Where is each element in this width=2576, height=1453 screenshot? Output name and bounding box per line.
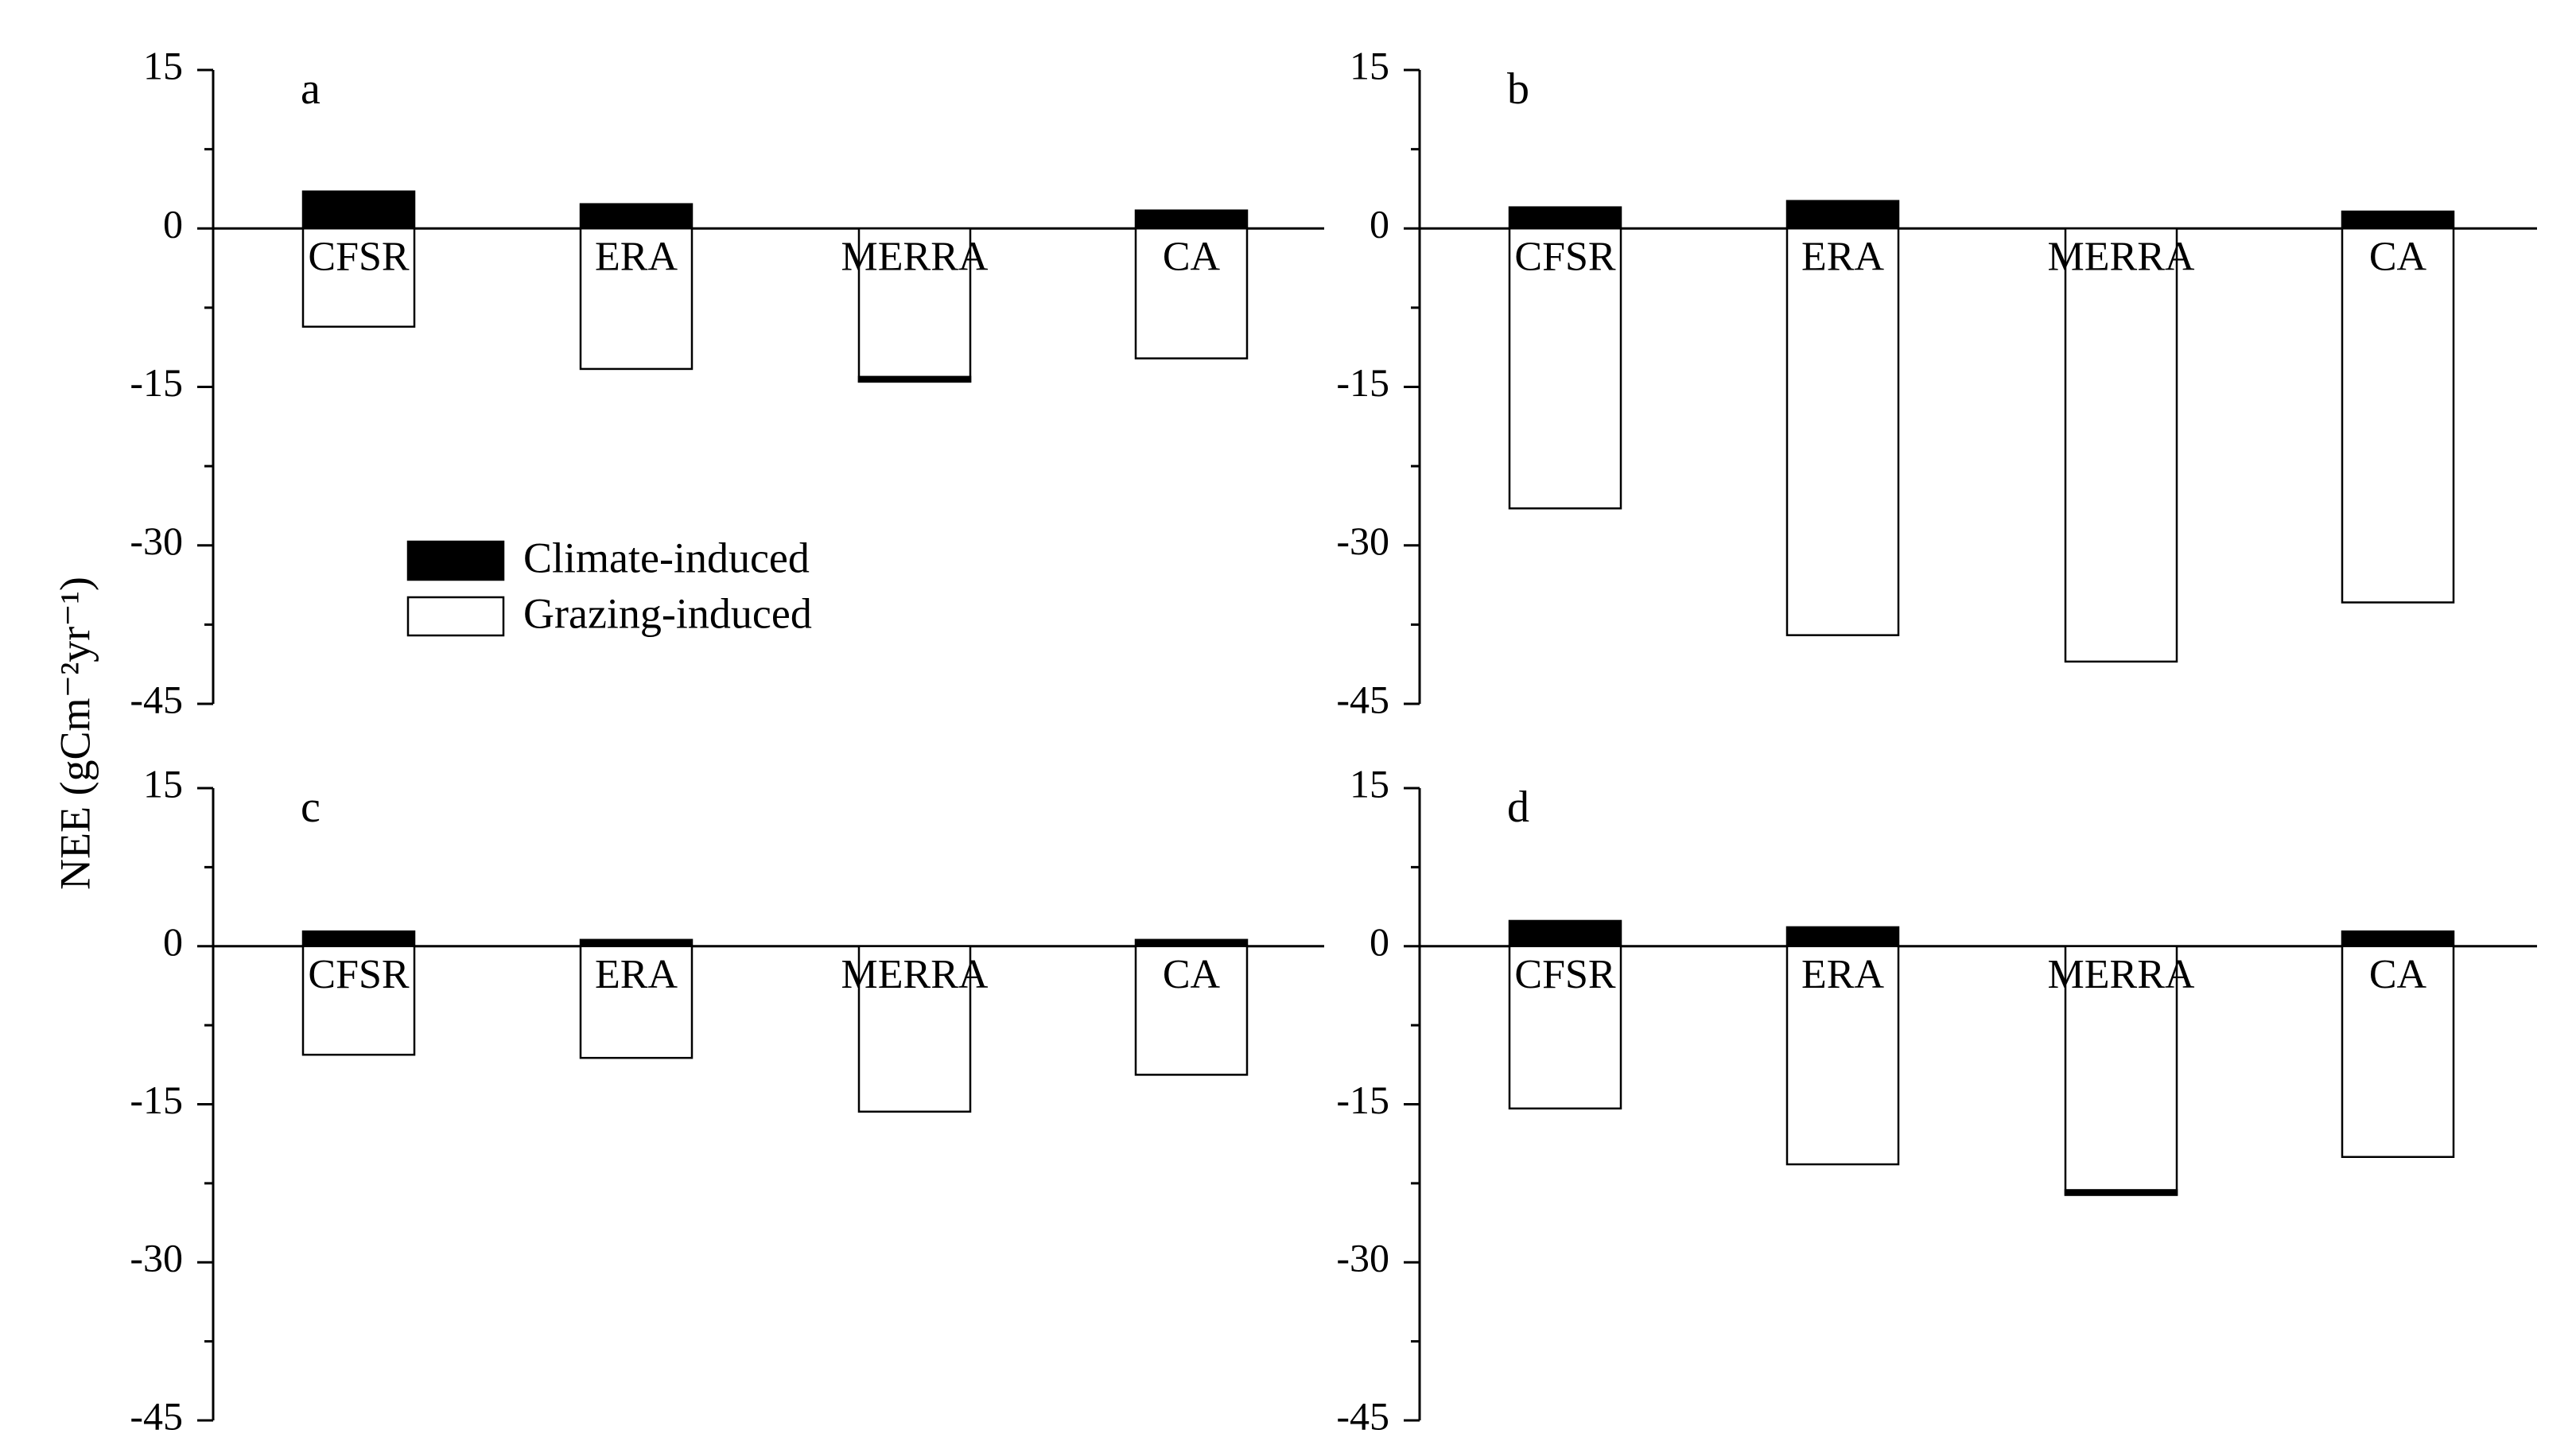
bar-grazing-induced — [579, 227, 694, 371]
bar-grazing-induced — [1508, 227, 1622, 510]
category-label: ERA — [1801, 234, 1884, 279]
bar-climate-induced — [2064, 1189, 2178, 1196]
category-label: CFSR — [308, 234, 410, 279]
y-tick-label: -45 — [130, 1393, 183, 1438]
bar-climate-outline — [857, 227, 972, 383]
bar-climate-induced — [1134, 209, 1249, 230]
y-tick-label: -45 — [1336, 677, 1389, 721]
y-tick-label: -15 — [1336, 360, 1389, 405]
bar-grazing-induced — [1508, 945, 1622, 1110]
y-tick-label: -30 — [1336, 519, 1389, 563]
panel-b: 15 0 -15 -30 -45 b CFSR ERA MERRA CA — [1336, 43, 2537, 721]
bar-grazing-induced — [1134, 227, 1249, 359]
category-label: MERRA — [841, 952, 989, 997]
category-label: MERRA — [841, 234, 989, 279]
legend: Climate-induced Grazing-induced — [406, 534, 812, 637]
panel-letter: b — [1507, 64, 1529, 114]
y-tick-label: 0 — [1370, 202, 1389, 247]
y-tick-label: -15 — [1336, 1078, 1389, 1122]
category-label: MERRA — [2048, 234, 2195, 279]
legend-swatch — [406, 596, 505, 637]
bar-grazing-induced — [2341, 227, 2455, 604]
panel-c: 15 0 -15 -30 -45 c CFSR ERA MERRA CA — [130, 761, 1324, 1438]
category-label: CA — [1163, 952, 1221, 997]
bar-grazing-induced — [579, 945, 694, 1059]
category-label: CFSR — [1514, 234, 1616, 279]
y-tick-label: -15 — [130, 360, 183, 405]
y-tick-label: 0 — [1370, 919, 1389, 964]
bar-climate-induced — [301, 190, 416, 230]
bar-climate-induced — [1508, 919, 1622, 947]
y-tick-label: -45 — [1336, 1393, 1389, 1438]
category-label: CA — [2369, 234, 2427, 279]
y-tick-label: 15 — [143, 43, 183, 87]
category-label: CFSR — [308, 952, 410, 997]
bar-grazing-induced — [2341, 945, 2455, 1158]
category-label: ERA — [595, 952, 678, 997]
y-tick-label: 0 — [163, 919, 183, 964]
bar-grazing-induced — [301, 945, 416, 1056]
panel-letter: a — [301, 64, 321, 114]
y-axis-label: NEE (gCm⁻²yr⁻¹) — [51, 577, 99, 890]
y-tick-label: 0 — [163, 202, 183, 247]
bar-climate-induced — [857, 375, 972, 383]
y-tick-label: -45 — [130, 677, 183, 721]
panel-a: 15 0 -15 -30 -45 a CFSR ERA MERRA CA — [130, 43, 1324, 721]
bar-grazing-induced — [1785, 945, 1900, 1166]
bar-climate-induced — [1508, 206, 1622, 230]
panel-d: 15 0 -15 -30 -45 d CFSR ERA MERRA CA — [1336, 761, 2537, 1438]
y-tick-label: 15 — [143, 761, 183, 806]
category-label: ERA — [1801, 952, 1884, 997]
category-label: MERRA — [2048, 952, 2195, 997]
bar-climate-induced — [1785, 926, 1900, 948]
category-label: CA — [1163, 234, 1221, 279]
bar-climate-induced — [1134, 938, 1249, 948]
category-label: CA — [2369, 952, 2427, 997]
category-label: CFSR — [1514, 952, 1616, 997]
bar-grazing-induced — [857, 945, 972, 1113]
bar-grazing-induced — [2064, 227, 2178, 663]
legend-label: Climate-induced — [523, 534, 810, 581]
bar-climate-induced — [579, 938, 694, 948]
bar-climate-induced — [301, 930, 416, 947]
y-tick-label: -30 — [1336, 1236, 1389, 1280]
legend-label: Grazing-induced — [523, 589, 812, 637]
bar-climate-induced — [2341, 210, 2455, 230]
legend-swatch — [406, 540, 505, 581]
category-label: ERA — [595, 234, 678, 279]
bar-climate-induced — [579, 203, 694, 230]
y-tick-label: 15 — [1350, 761, 1389, 806]
panel-letter: c — [301, 783, 321, 832]
y-tick-label: -30 — [130, 519, 183, 563]
bar-climate-induced — [2341, 930, 2455, 947]
y-tick-label: -30 — [130, 1236, 183, 1280]
y-tick-label: 15 — [1350, 43, 1389, 87]
panel-letter: d — [1507, 783, 1529, 832]
bar-grazing-induced — [1134, 945, 1249, 1076]
bar-grazing-induced — [1785, 227, 1900, 636]
bar-grazing-induced — [301, 227, 416, 328]
y-tick-label: -15 — [130, 1078, 183, 1122]
bar-climate-induced — [1785, 200, 1900, 230]
